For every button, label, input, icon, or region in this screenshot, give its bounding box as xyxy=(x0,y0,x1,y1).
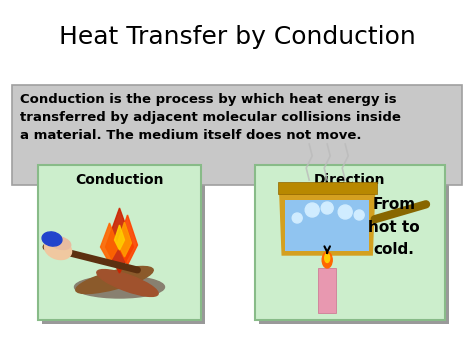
Text: From
hot to
cold.: From hot to cold. xyxy=(368,197,419,257)
Ellipse shape xyxy=(97,269,158,296)
FancyBboxPatch shape xyxy=(285,200,369,251)
FancyBboxPatch shape xyxy=(259,169,449,324)
Polygon shape xyxy=(115,225,125,250)
Circle shape xyxy=(338,205,352,219)
Ellipse shape xyxy=(45,239,72,260)
FancyBboxPatch shape xyxy=(38,165,201,320)
Polygon shape xyxy=(100,223,118,263)
Text: Conduction is the process by which heat energy is
transferred by adjacent molecu: Conduction is the process by which heat … xyxy=(20,93,401,142)
FancyBboxPatch shape xyxy=(318,268,336,313)
Circle shape xyxy=(354,210,364,220)
Polygon shape xyxy=(118,222,131,257)
Ellipse shape xyxy=(49,236,71,250)
Ellipse shape xyxy=(42,232,62,246)
Ellipse shape xyxy=(74,276,164,298)
Polygon shape xyxy=(106,208,134,273)
Circle shape xyxy=(321,202,333,214)
Ellipse shape xyxy=(76,267,153,294)
Ellipse shape xyxy=(325,253,330,262)
Ellipse shape xyxy=(322,252,332,268)
FancyBboxPatch shape xyxy=(255,165,445,320)
Text: Heat Transfer by Conduction: Heat Transfer by Conduction xyxy=(59,25,415,49)
FancyBboxPatch shape xyxy=(278,182,377,194)
Text: Conduction: Conduction xyxy=(75,173,164,187)
FancyBboxPatch shape xyxy=(42,169,205,324)
FancyBboxPatch shape xyxy=(12,85,462,185)
Polygon shape xyxy=(118,215,137,265)
Polygon shape xyxy=(280,190,375,255)
Circle shape xyxy=(292,213,302,223)
Circle shape xyxy=(305,203,319,217)
Text: Direction: Direction xyxy=(314,173,386,187)
